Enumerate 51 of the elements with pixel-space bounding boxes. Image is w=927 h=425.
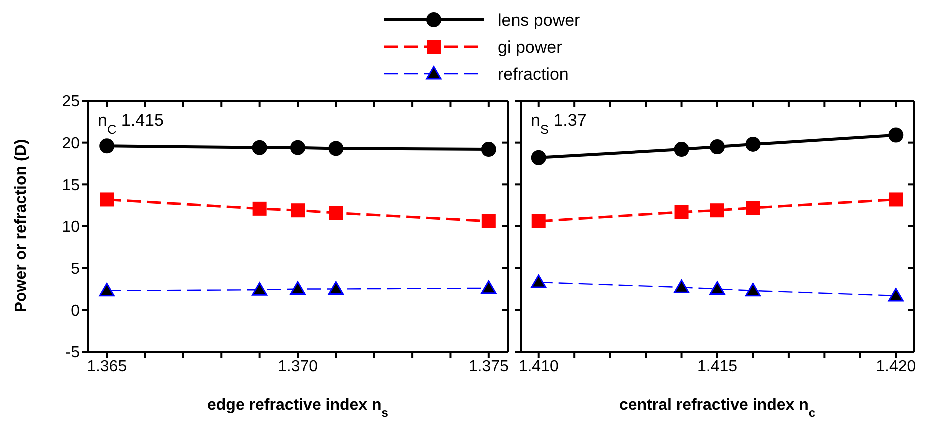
point — [252, 202, 267, 216]
annotation: n$_{S}$ 1.37 — [531, 111, 587, 136]
y-tick-label: 5 — [71, 261, 80, 278]
point — [481, 142, 496, 158]
point — [888, 128, 904, 143]
y-tick-label: 0 — [71, 302, 80, 320]
y-tick-label: 10 — [62, 219, 80, 236]
point — [710, 204, 724, 218]
point — [291, 204, 305, 218]
x-tick-label: 1.370 — [278, 358, 318, 376]
point — [99, 283, 115, 297]
annotation: n$_{C}$ 1.415 — [98, 111, 164, 136]
x-tick-label: 1.375 — [468, 358, 510, 376]
point — [329, 206, 344, 220]
point — [482, 214, 496, 228]
point — [328, 282, 344, 295]
point — [481, 280, 497, 294]
point — [710, 140, 725, 155]
point — [746, 137, 761, 152]
x-tick-label: 1.415 — [697, 358, 738, 376]
x-axis-title: edge refractive index n$_{s}$ — [208, 397, 389, 420]
point — [532, 214, 546, 228]
point — [710, 282, 726, 295]
x-tick-label: 1.410 — [518, 358, 559, 376]
point — [531, 274, 547, 288]
text: refraction — [498, 65, 569, 84]
point — [745, 283, 761, 297]
point — [100, 192, 114, 207]
point — [531, 150, 546, 166]
point — [252, 140, 268, 156]
y-tick-label: 25 — [62, 94, 80, 111]
x-axis-title: central refractive index n$_{c}$ — [619, 397, 816, 420]
y-tick-label: 20 — [62, 136, 80, 153]
point — [674, 205, 689, 220]
text: lens power — [498, 11, 581, 30]
point — [252, 282, 268, 296]
y-tick-label: 15 — [62, 177, 80, 194]
point — [290, 282, 306, 295]
x-tick-label: 1.365 — [87, 358, 128, 376]
point — [889, 192, 904, 207]
point — [100, 138, 115, 154]
text: gi power — [498, 38, 563, 57]
y-axis-title: Power or refraction (D) — [13, 139, 30, 313]
x-tick-label: 1.420 — [876, 358, 916, 376]
point — [328, 141, 344, 156]
point — [674, 142, 690, 158]
y-tick-label: -5 — [66, 344, 80, 362]
point — [290, 140, 306, 156]
point — [674, 280, 690, 294]
point — [888, 288, 904, 302]
point — [746, 201, 760, 216]
